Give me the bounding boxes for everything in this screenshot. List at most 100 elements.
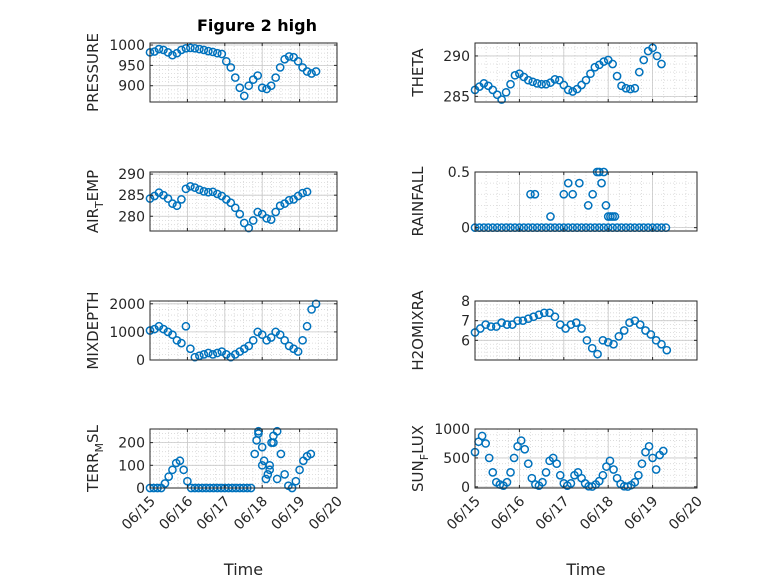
data-point — [605, 456, 615, 466]
data-point — [619, 326, 629, 335]
data-point — [190, 183, 200, 192]
data-point — [253, 207, 263, 217]
data-point — [168, 50, 177, 60]
axes-box — [474, 42, 698, 103]
data-point — [266, 215, 276, 224]
y-axis-label-main: THETA — [409, 48, 427, 98]
data-point — [244, 223, 254, 233]
subplot-rainfall: 0 0.5 RAINFALL — [409, 165, 698, 237]
data-point — [614, 332, 624, 341]
data-point — [275, 63, 285, 72]
data-point — [265, 465, 275, 475]
data-point — [481, 320, 491, 329]
data-point — [177, 195, 186, 204]
data-point — [298, 188, 307, 198]
y-tick-label: 950 — [118, 58, 145, 74]
data-point — [168, 465, 177, 475]
y-tick-label: 7 — [461, 314, 470, 330]
data-point — [190, 43, 200, 53]
data-point — [302, 321, 312, 331]
y-tick-label: 290 — [443, 49, 470, 65]
data-point — [181, 321, 191, 331]
series-markers — [470, 43, 666, 104]
x-tick-label: 06/15 — [119, 494, 159, 534]
data-point — [235, 83, 245, 93]
data-point — [276, 449, 286, 459]
series-markers — [145, 426, 316, 493]
data-point — [181, 184, 191, 194]
data-point — [168, 199, 177, 208]
data-point — [168, 330, 177, 340]
data-point — [271, 207, 281, 217]
y-axis-label: AIRTEMP — [84, 170, 106, 233]
y-tick-label: 100 — [118, 458, 145, 474]
y-axis-label-main: PRESSURE — [84, 33, 102, 112]
data-point — [212, 48, 222, 58]
y-axis-label: H2OMIXRA — [409, 290, 427, 371]
data-point — [291, 476, 301, 486]
data-point — [244, 81, 254, 91]
y-tick-label: 900 — [118, 79, 145, 95]
data-point — [311, 67, 321, 76]
data-point — [154, 44, 164, 54]
subplot-mixdepth: 0 1000 2000 MIXDEPTH — [84, 291, 338, 370]
data-point — [199, 187, 209, 196]
data-point — [230, 203, 240, 213]
data-point — [160, 479, 170, 488]
data-point — [226, 198, 236, 208]
y-tick-label: 0 — [136, 353, 145, 369]
data-point — [529, 312, 538, 322]
data-point — [293, 56, 303, 66]
data-point — [539, 308, 549, 318]
y-axis-label-subscript: T — [93, 201, 106, 209]
data-point — [275, 330, 285, 340]
data-point — [484, 453, 494, 463]
y-axis-label-main: AIR — [84, 208, 102, 233]
data-point — [646, 330, 656, 339]
data-point — [208, 187, 218, 197]
data-point — [506, 468, 515, 477]
data-point — [195, 185, 204, 195]
data-point — [253, 71, 263, 80]
y-tick-label: 0 — [461, 480, 470, 496]
y-tick-label: 0 — [136, 481, 145, 497]
data-point — [662, 345, 672, 355]
data-point — [203, 187, 213, 197]
y-tick-label: 280 — [118, 209, 145, 225]
data-point — [574, 178, 584, 188]
axes-box — [149, 428, 338, 489]
y-axis-label-tail: EMP — [84, 170, 102, 201]
y-axis-label: SUNFLUX — [409, 425, 431, 492]
grid-minor — [474, 171, 698, 231]
y-tick-label: 500 — [443, 451, 470, 467]
data-point — [195, 351, 204, 361]
data-point — [239, 91, 249, 101]
data-point — [163, 194, 173, 203]
y-tick-label: 1000 — [434, 422, 470, 438]
data-point — [555, 75, 564, 85]
data-point — [566, 479, 576, 488]
data-point — [657, 339, 666, 349]
data-point — [577, 80, 586, 90]
data-point — [179, 465, 189, 475]
y-axis-label-main: TERR — [84, 452, 102, 493]
subplot-h2omixra: 6 7 8 H2OMIXRA — [409, 290, 698, 371]
data-point — [212, 348, 222, 358]
data-point — [244, 341, 254, 351]
data-point — [186, 344, 195, 354]
y-axis-label: RAINFALL — [409, 166, 427, 237]
data-point — [257, 83, 267, 93]
data-point — [528, 77, 538, 87]
y-tick-label: 0.5 — [448, 165, 470, 181]
data-point — [481, 439, 491, 448]
data-point — [509, 453, 519, 463]
data-point — [518, 316, 528, 326]
axes-box — [149, 300, 338, 361]
data-point — [164, 472, 174, 482]
data-point — [479, 79, 489, 88]
data-point — [177, 338, 186, 348]
axes-box — [149, 42, 338, 103]
data-point — [513, 316, 522, 326]
